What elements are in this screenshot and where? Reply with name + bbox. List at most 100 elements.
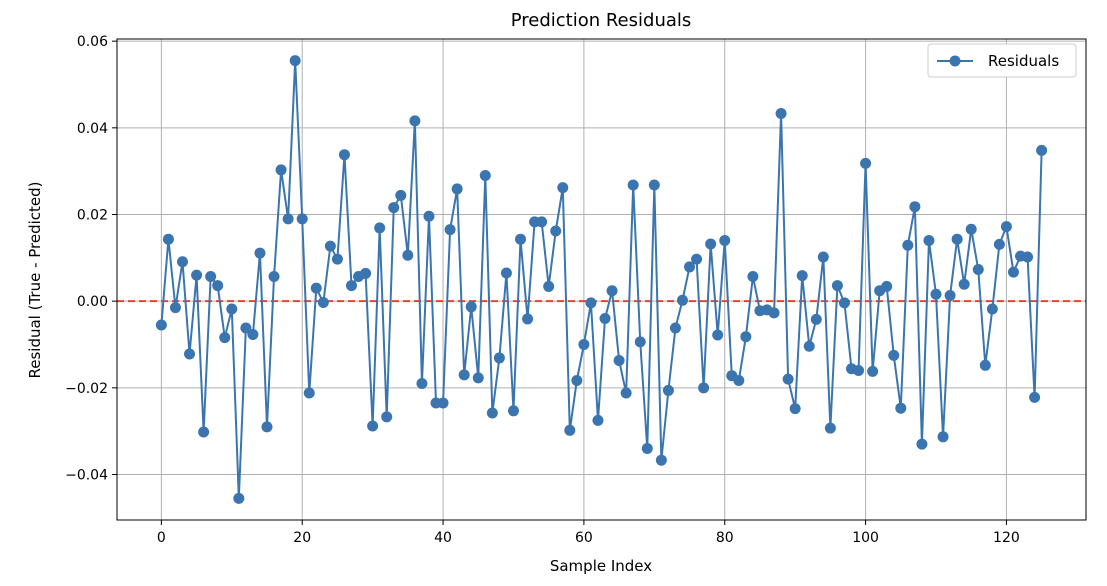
y-tick-label: 0.02 (77, 208, 108, 224)
plot-frame (116, 38, 1087, 521)
data-point (641, 443, 653, 454)
legend: Residuals (927, 43, 1077, 78)
data-point (719, 235, 731, 246)
data-point (191, 269, 203, 281)
data-point (247, 329, 259, 341)
data-point (500, 267, 512, 279)
data-point (1000, 221, 1012, 233)
data-point (289, 55, 301, 67)
data-point (240, 322, 252, 334)
data-point (557, 182, 569, 194)
data-point (796, 270, 808, 282)
data-point (338, 149, 350, 161)
data-point (951, 233, 963, 245)
data-point (669, 322, 681, 334)
x-tick-label: 120 (993, 530, 1020, 546)
data-point (909, 201, 921, 213)
data-point (409, 115, 421, 127)
data-point (451, 183, 463, 195)
data-point (606, 285, 618, 297)
data-point (888, 349, 900, 361)
data-point (768, 307, 780, 319)
x-axis-label: Sample Index (550, 557, 652, 575)
data-point (620, 387, 632, 399)
data-point (550, 225, 562, 237)
data-point (662, 384, 674, 396)
data-point (437, 397, 449, 409)
data-point (648, 179, 660, 191)
data-point (712, 329, 724, 341)
data-point (310, 282, 322, 294)
data-point (458, 369, 470, 381)
data-point (507, 405, 519, 417)
data-point (655, 454, 667, 466)
data-point (803, 340, 815, 352)
data-point (219, 332, 231, 344)
data-point (522, 313, 534, 325)
data-point (902, 239, 914, 251)
data-point (916, 438, 928, 450)
y-tick-label: −0.04 (65, 468, 108, 484)
data-point (881, 280, 893, 292)
data-point (233, 492, 245, 504)
data-point (838, 297, 850, 309)
data-point (937, 431, 949, 443)
data-point (402, 249, 414, 261)
data-point (212, 280, 224, 292)
data-point (986, 303, 998, 315)
data-point (324, 240, 336, 252)
legend-box (927, 43, 1077, 78)
data-point (578, 339, 590, 350)
data-point (564, 424, 576, 436)
data-point (705, 238, 717, 250)
data-point (1022, 251, 1034, 263)
data-point (261, 421, 273, 433)
data-point (472, 372, 484, 384)
x-tick-label: 0 (157, 530, 166, 546)
data-point (367, 420, 379, 432)
data-point (867, 365, 879, 377)
data-point (993, 238, 1005, 250)
x-tick-label: 40 (434, 530, 452, 546)
data-point (374, 222, 386, 234)
data-point (698, 382, 710, 394)
data-point (684, 261, 696, 273)
data-point (254, 247, 266, 259)
data-point (198, 426, 210, 438)
data-point (1029, 391, 1041, 403)
x-tick-label: 80 (716, 530, 734, 546)
data-point (775, 108, 787, 120)
data-point (381, 411, 393, 423)
legend-label-residuals: Residuals (988, 52, 1059, 70)
data-point (676, 294, 688, 306)
chart-title: Prediction Residuals (511, 10, 692, 31)
data-point (958, 278, 970, 290)
y-axis-label: Residual (True - Predicted) (26, 181, 44, 378)
data-point (395, 189, 407, 201)
data-point (740, 331, 752, 343)
data-point (789, 403, 801, 415)
data-point (944, 290, 956, 302)
data-point (282, 213, 294, 225)
data-point (585, 297, 597, 309)
data-point (1007, 266, 1019, 278)
data-point (733, 374, 745, 386)
data-point (691, 253, 703, 265)
data-point (303, 387, 315, 399)
data-point (317, 296, 329, 308)
data-point (444, 224, 456, 236)
data-point (930, 288, 942, 300)
legend-marker-sample (949, 55, 961, 67)
data-point (1036, 144, 1048, 156)
data-point (895, 402, 907, 414)
data-point (176, 256, 188, 268)
data-point (296, 213, 308, 225)
data-point (782, 373, 794, 385)
data-point (979, 359, 991, 371)
data-point (627, 179, 639, 191)
data-point (613, 355, 625, 367)
data-point (416, 378, 428, 389)
data-point (536, 216, 548, 228)
